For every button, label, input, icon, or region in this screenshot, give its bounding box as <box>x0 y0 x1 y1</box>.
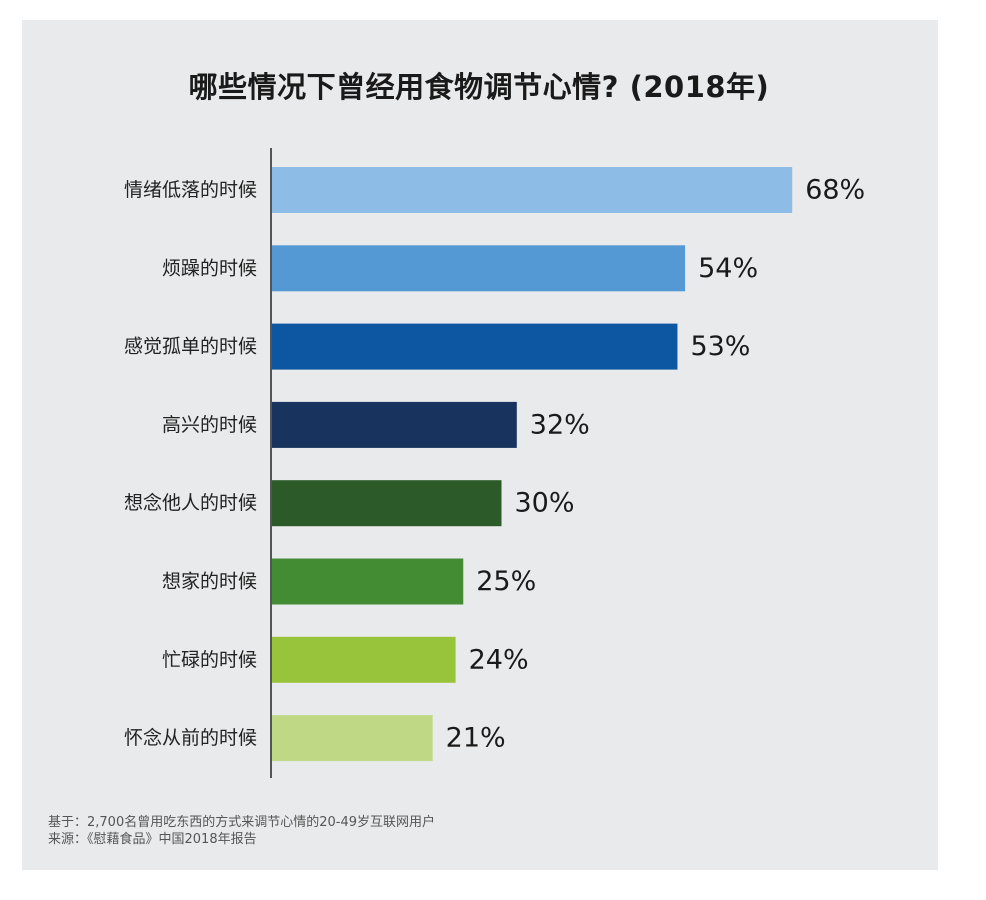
footnote-basis: 基于：2,700名曾用吃东西的方式来调节心情的20-49岁互联网用户 <box>48 815 435 830</box>
category-label: 怀念从前的时候 <box>124 726 257 749</box>
category-label: 高兴的时候 <box>162 414 257 436</box>
bar <box>272 480 502 527</box>
value-label: 53% <box>690 331 750 362</box>
bar <box>272 245 686 292</box>
bar <box>272 715 433 762</box>
category-label: 情绪低落的时候 <box>124 179 257 201</box>
category-label: 想念他人的时候 <box>124 491 257 514</box>
bar <box>272 323 678 370</box>
chart-title: 哪些情况下曾经用食物调节心情? (2018年) <box>188 70 770 104</box>
category-label: 想家的时候 <box>162 571 257 593</box>
bar <box>272 401 517 448</box>
category-label: 感觉孤单的时候 <box>124 336 257 358</box>
value-label: 68% <box>805 175 865 206</box>
value-label: 54% <box>698 253 758 284</box>
bars-layer: 情绪低落的时候 68% 烦躁的时候 54% 感觉孤单的时候 53% 高兴的时候 32% 想念他人… <box>124 167 865 762</box>
value-label: 30% <box>515 488 575 519</box>
bar <box>272 636 456 683</box>
value-label: 24% <box>469 644 529 675</box>
category-label: 忙碌的时候 <box>162 649 257 671</box>
bar <box>272 558 464 605</box>
bar <box>272 167 793 213</box>
category-label: 烦躁的时候 <box>162 257 257 279</box>
value-label: 21% <box>446 723 506 754</box>
footnote-source: 来源：《慰藉食品》中国2018年报告 <box>48 832 257 847</box>
value-label: 25% <box>476 566 536 597</box>
value-label: 32% <box>530 409 590 440</box>
